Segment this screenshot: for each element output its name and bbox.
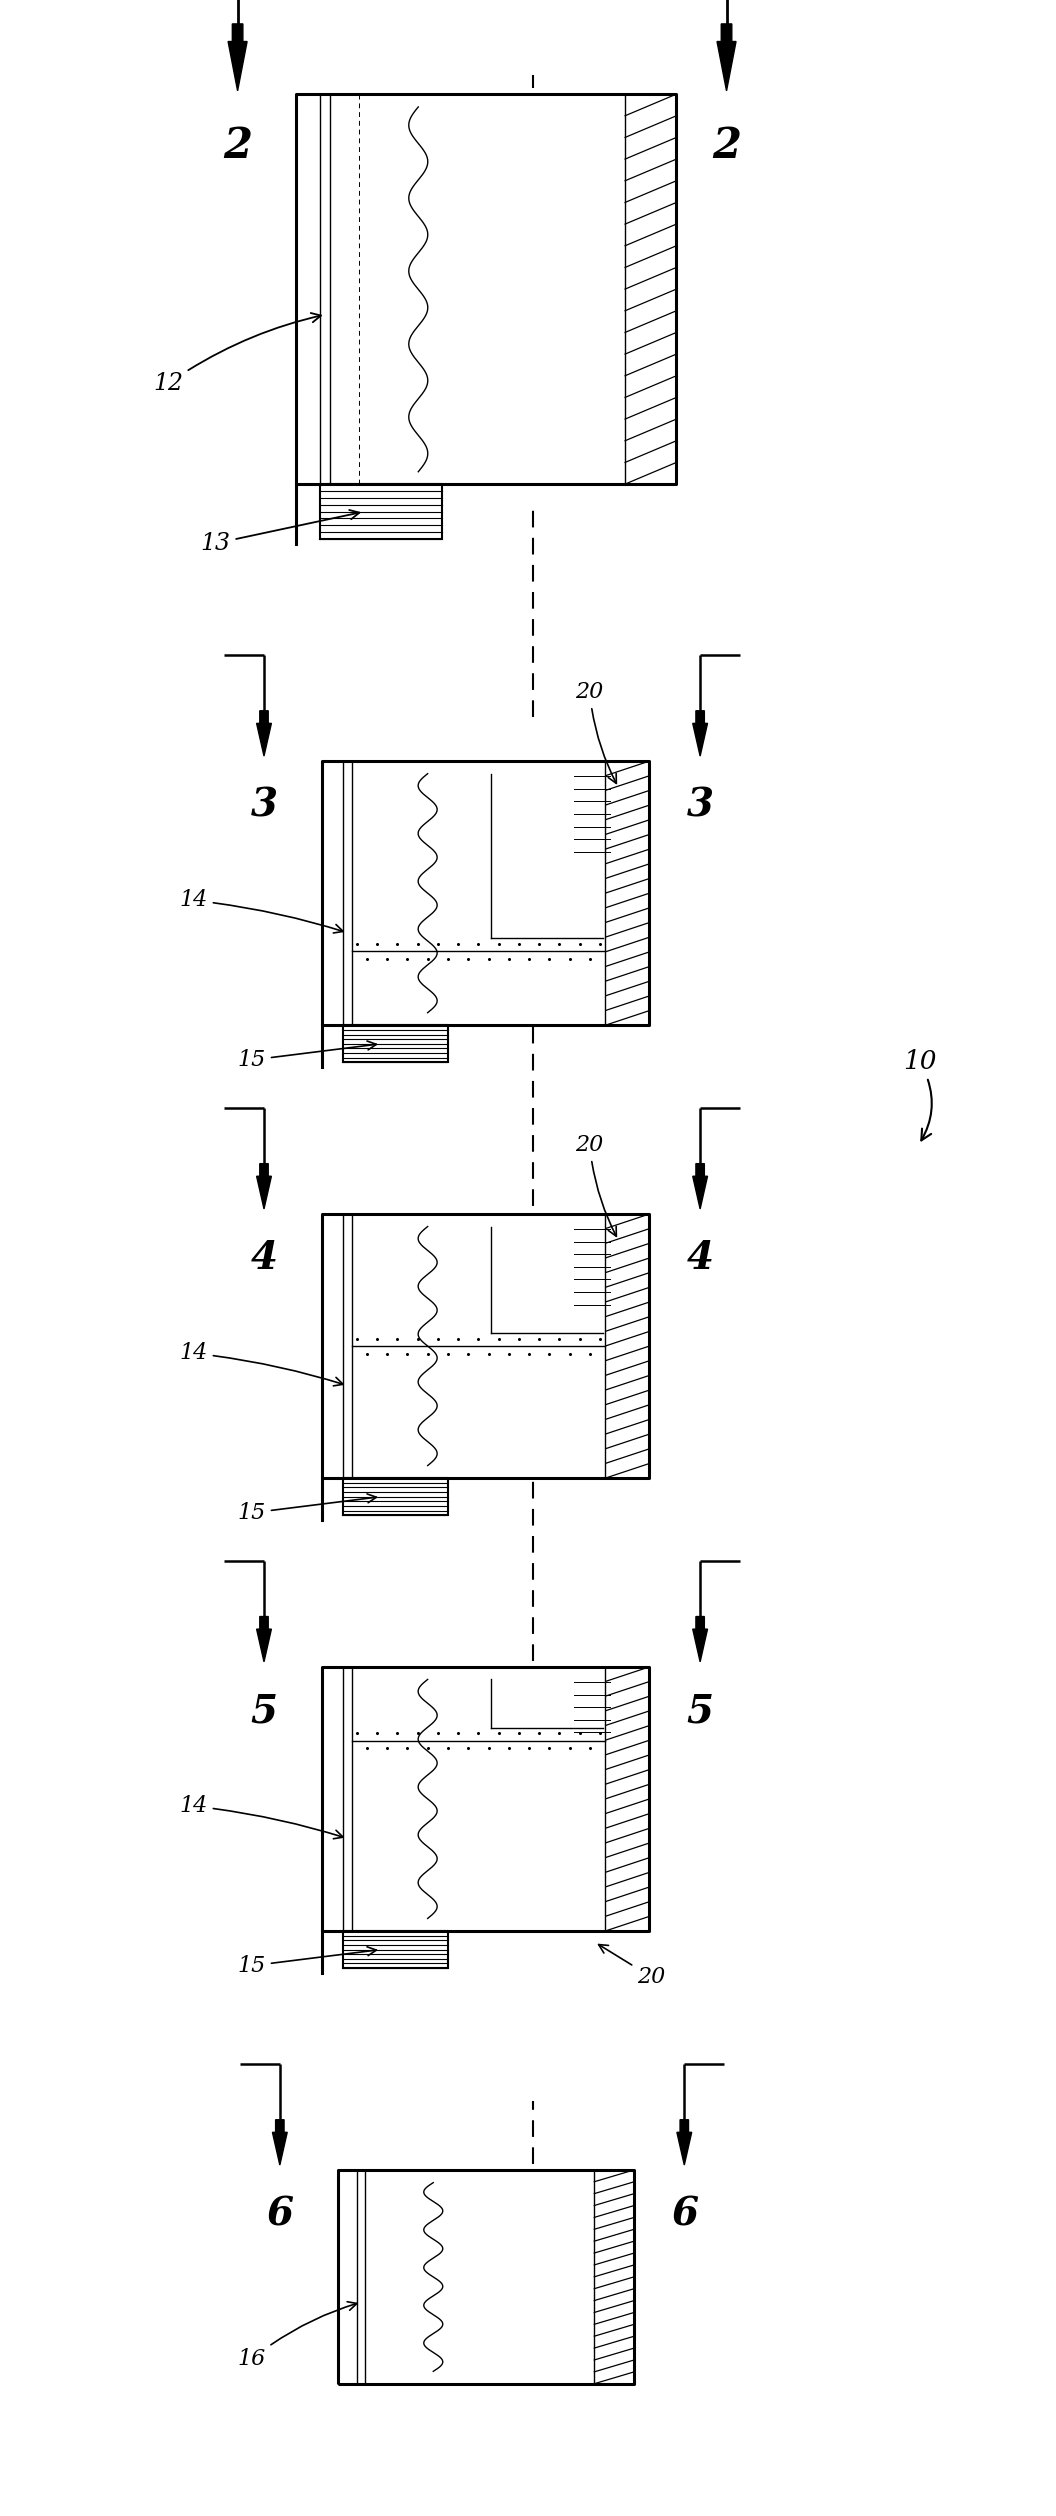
Bar <box>605 760 649 1027</box>
Text: 3: 3 <box>250 785 278 825</box>
Bar <box>322 1213 649 1477</box>
Bar <box>605 1668 649 1932</box>
Text: 5: 5 <box>250 1693 278 1731</box>
Text: 4: 4 <box>686 1238 714 1278</box>
Text: 6: 6 <box>266 2194 294 2234</box>
Bar <box>296 93 676 483</box>
Text: 5: 5 <box>686 1693 714 1731</box>
FancyArrow shape <box>272 2118 287 2164</box>
Text: 15: 15 <box>238 1947 376 1978</box>
Text: 2: 2 <box>712 123 741 166</box>
Text: 14: 14 <box>180 1794 343 1839</box>
Text: 12: 12 <box>153 312 321 395</box>
Text: 16: 16 <box>238 2302 357 2370</box>
Text: 15: 15 <box>238 1042 376 1072</box>
Bar <box>338 2169 634 2385</box>
FancyArrow shape <box>693 710 708 755</box>
Text: 3: 3 <box>686 785 714 825</box>
Text: 6: 6 <box>671 2194 698 2234</box>
FancyArrow shape <box>228 23 247 91</box>
Bar <box>322 760 649 1027</box>
FancyArrow shape <box>257 1618 271 1663</box>
FancyArrow shape <box>257 710 271 755</box>
Text: 10: 10 <box>903 1049 937 1140</box>
FancyArrow shape <box>693 1162 708 1208</box>
Bar <box>322 1668 649 1932</box>
Text: 2: 2 <box>223 123 252 166</box>
Bar <box>605 1213 649 1477</box>
Bar <box>593 2169 634 2385</box>
Text: 14: 14 <box>180 1341 343 1386</box>
Text: 20: 20 <box>576 682 617 782</box>
FancyArrow shape <box>677 2118 692 2164</box>
Text: 15: 15 <box>238 1495 376 1525</box>
Bar <box>624 93 676 483</box>
Text: 20: 20 <box>576 1135 617 1235</box>
Text: 13: 13 <box>201 511 359 556</box>
FancyArrow shape <box>693 1618 708 1663</box>
Text: 4: 4 <box>250 1238 278 1278</box>
Text: 14: 14 <box>180 888 343 933</box>
FancyArrow shape <box>717 23 736 91</box>
FancyArrow shape <box>257 1162 271 1208</box>
Text: 20: 20 <box>599 1945 665 1988</box>
